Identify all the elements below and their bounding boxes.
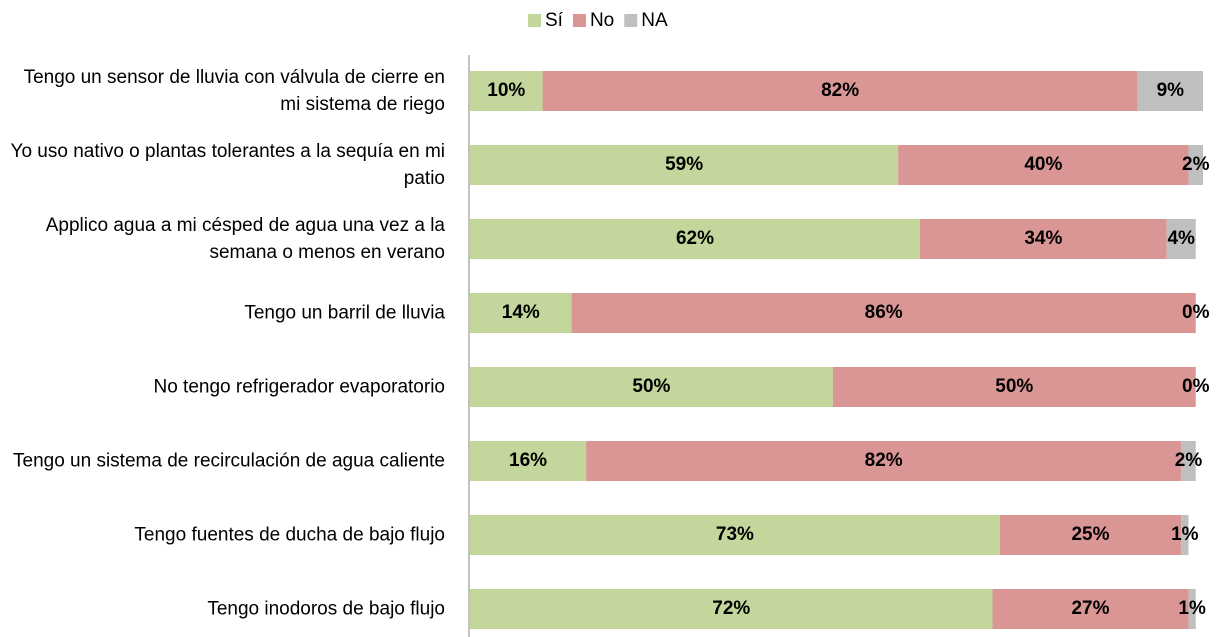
- bar-segment: [470, 441, 587, 481]
- value-label: 50%: [995, 376, 1033, 397]
- bar-segment: [919, 219, 1167, 259]
- category-label: Tengo un sistema de recirculación de agu…: [13, 450, 445, 472]
- bar-segment: [992, 589, 1189, 629]
- category-label: Tengo inodoros de bajo flujo: [207, 598, 445, 620]
- value-label: 86%: [865, 302, 903, 323]
- bar-segment: [470, 589, 993, 629]
- bar-segment: [1181, 441, 1196, 481]
- value-label: 50%: [632, 376, 670, 397]
- bar-segment: [832, 367, 1196, 407]
- category-label: Applico agua a mi césped de agua una vez…: [45, 215, 445, 263]
- value-label: 4%: [1167, 228, 1195, 249]
- category-label: No tengo refrigerador evaporatorio: [153, 376, 445, 398]
- bar-segment: [571, 293, 1196, 333]
- legend-swatch: [624, 14, 638, 27]
- value-label: 1%: [1171, 524, 1199, 545]
- value-label: 27%: [1071, 598, 1109, 619]
- value-label: 82%: [865, 450, 903, 471]
- value-label: 16%: [509, 450, 547, 471]
- value-label: 2%: [1182, 154, 1210, 175]
- bar-segment: [999, 515, 1182, 555]
- bar-segment: [1188, 145, 1203, 185]
- bar-segment: [470, 219, 920, 259]
- value-label: 14%: [502, 302, 540, 323]
- bar-segment: [470, 145, 899, 185]
- bar-segment: [1188, 589, 1196, 629]
- bar-segment: [586, 441, 1182, 481]
- legend-swatch: [528, 14, 541, 27]
- category-label: Tengo un barril de lluvia: [244, 302, 445, 324]
- legend-label: NA: [641, 10, 668, 31]
- value-label: 34%: [1024, 228, 1062, 249]
- category-label: Tengo fuentes de ducha de bajo flujo: [134, 524, 445, 546]
- value-label: 10%: [487, 80, 525, 101]
- value-label: 1%: [1178, 598, 1206, 619]
- value-label: 0%: [1182, 376, 1210, 397]
- bar-segment: [470, 515, 1000, 555]
- bar-segment: [470, 367, 833, 407]
- value-label: 0%: [1182, 302, 1210, 323]
- bar-segment: [1181, 515, 1189, 555]
- value-label: 59%: [665, 154, 703, 175]
- value-label: 82%: [821, 80, 859, 101]
- legend-label: No: [590, 10, 614, 31]
- value-label: 62%: [676, 228, 714, 249]
- category-label: Yo uso nativo o plantas tolerantes a la …: [10, 141, 445, 189]
- value-label: 73%: [716, 524, 754, 545]
- legend-label: Sí: [545, 10, 564, 31]
- value-label: 25%: [1071, 524, 1109, 545]
- value-label: 40%: [1024, 154, 1062, 175]
- bar-segment: [542, 71, 1138, 111]
- legend-swatch: [572, 14, 586, 27]
- bar-segment: [470, 71, 543, 111]
- value-label: 2%: [1175, 450, 1203, 471]
- category-label: Tengo un sensor de lluvia con válvula de…: [23, 67, 445, 115]
- bar-segment: [1166, 219, 1196, 259]
- value-label: 72%: [712, 598, 750, 619]
- bar-segment: [898, 145, 1189, 185]
- bar-segment: [470, 293, 572, 333]
- bar-segment: [1137, 71, 1203, 111]
- value-label: 9%: [1157, 80, 1185, 101]
